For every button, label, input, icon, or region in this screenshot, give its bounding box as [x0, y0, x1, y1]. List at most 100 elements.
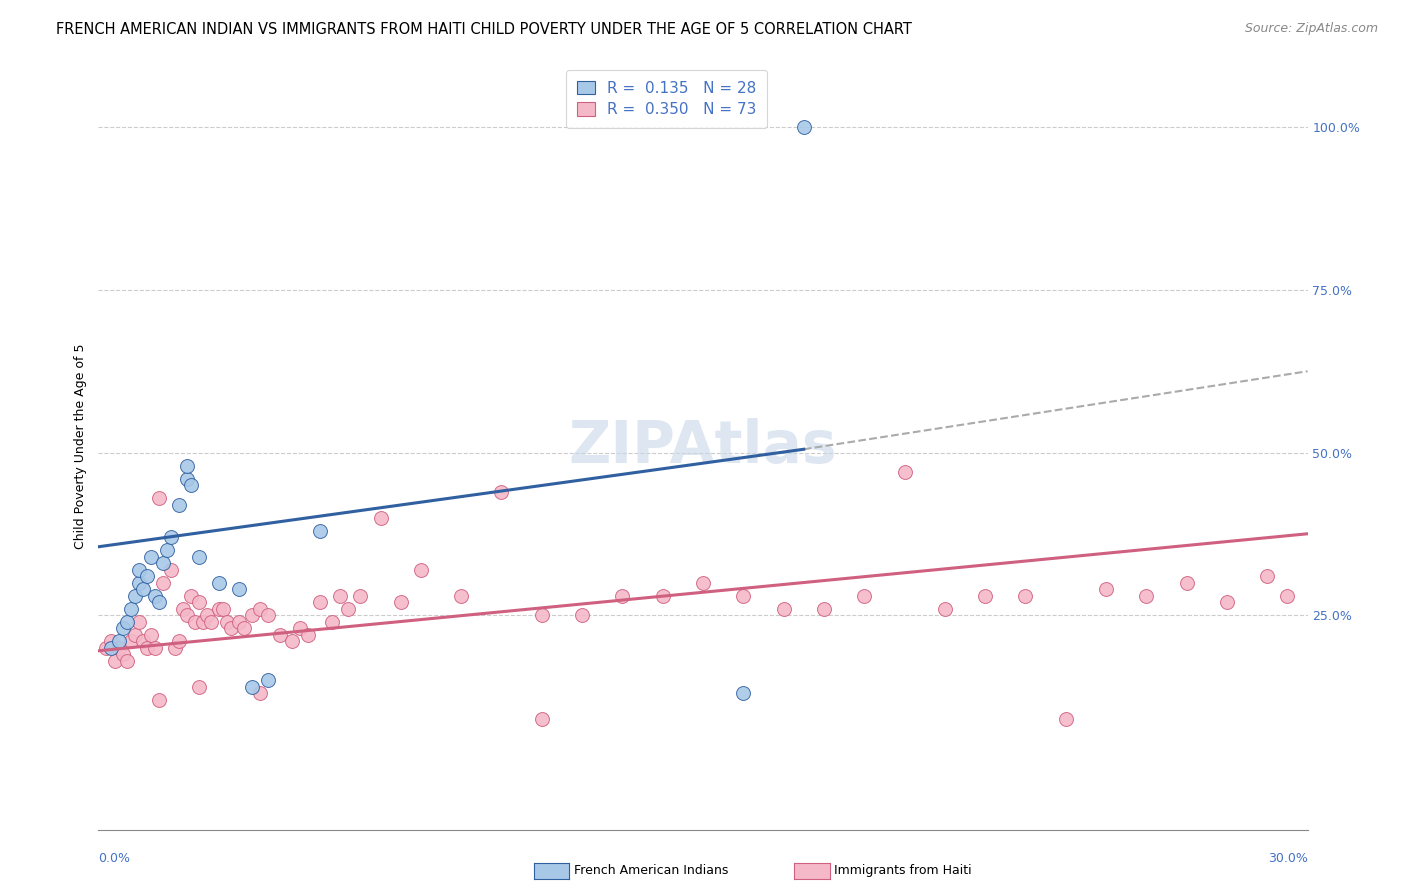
Point: [228, 615, 250, 629]
Point: [337, 601, 360, 615]
Point: [288, 621, 311, 635]
Point: [309, 524, 332, 538]
Point: [139, 549, 162, 564]
Point: [349, 589, 371, 603]
Point: [813, 601, 835, 615]
Text: Source: ZipAtlas.com: Source: ZipAtlas.com: [1244, 22, 1378, 36]
Point: [115, 615, 138, 629]
Point: [167, 634, 190, 648]
Point: [1135, 589, 1157, 603]
Point: [329, 589, 352, 603]
Text: ZIPAtlas: ZIPAtlas: [568, 417, 838, 475]
Point: [249, 601, 271, 615]
Point: [200, 615, 222, 629]
Point: [530, 712, 553, 726]
Point: [139, 627, 162, 641]
Point: [232, 621, 254, 635]
Point: [135, 569, 157, 583]
Point: [172, 601, 194, 615]
Point: [176, 471, 198, 485]
Point: [1054, 712, 1077, 726]
Point: [115, 654, 138, 668]
Point: [188, 549, 211, 564]
Point: [124, 627, 146, 641]
Point: [148, 692, 170, 706]
Point: [692, 575, 714, 590]
Point: [135, 640, 157, 655]
Point: [120, 601, 142, 615]
Point: [212, 601, 235, 615]
Point: [228, 582, 250, 596]
Point: [103, 654, 125, 668]
Point: [221, 621, 243, 635]
Point: [176, 607, 198, 622]
Text: FRENCH AMERICAN INDIAN VS IMMIGRANTS FROM HAITI CHILD POVERTY UNDER THE AGE OF 5: FRENCH AMERICAN INDIAN VS IMMIGRANTS FRO…: [56, 22, 912, 37]
Point: [612, 589, 634, 603]
Point: [111, 647, 134, 661]
Point: [180, 478, 202, 492]
Point: [193, 615, 215, 629]
Point: [450, 589, 472, 603]
Point: [1095, 582, 1118, 596]
Point: [1216, 595, 1239, 609]
Point: [249, 686, 271, 700]
Point: [491, 484, 513, 499]
Point: [733, 686, 755, 700]
Text: French American Indians: French American Indians: [574, 864, 728, 877]
Point: [176, 458, 198, 473]
Point: [163, 640, 186, 655]
Point: [188, 680, 211, 694]
Point: [309, 595, 332, 609]
Point: [530, 607, 553, 622]
Point: [100, 640, 122, 655]
Point: [156, 543, 179, 558]
Y-axis label: Child Poverty Under the Age of 5: Child Poverty Under the Age of 5: [75, 343, 87, 549]
Point: [124, 589, 146, 603]
Point: [111, 621, 134, 635]
Point: [167, 498, 190, 512]
Point: [188, 595, 211, 609]
Point: [1175, 575, 1198, 590]
Point: [772, 601, 794, 615]
Point: [132, 634, 155, 648]
Point: [893, 465, 915, 479]
Point: [651, 589, 673, 603]
Point: [195, 607, 218, 622]
Point: [96, 640, 118, 655]
Point: [256, 673, 278, 687]
Text: 30.0%: 30.0%: [1268, 853, 1308, 865]
Point: [160, 562, 183, 576]
Point: [370, 510, 392, 524]
Point: [128, 615, 150, 629]
Point: [281, 634, 304, 648]
Point: [934, 601, 956, 615]
Point: [793, 120, 815, 135]
Point: [208, 575, 231, 590]
Legend: R =  0.135   N = 28, R =  0.350   N = 73: R = 0.135 N = 28, R = 0.350 N = 73: [567, 70, 768, 128]
Point: [152, 556, 174, 570]
Point: [409, 562, 432, 576]
Point: [132, 582, 155, 596]
Point: [321, 615, 343, 629]
Point: [1277, 589, 1299, 603]
Point: [389, 595, 412, 609]
Point: [180, 589, 202, 603]
Point: [217, 615, 239, 629]
Point: [1014, 589, 1036, 603]
Point: [733, 589, 755, 603]
Point: [974, 589, 997, 603]
Text: Immigrants from Haiti: Immigrants from Haiti: [834, 864, 972, 877]
Point: [120, 634, 142, 648]
Point: [208, 601, 231, 615]
Point: [297, 627, 319, 641]
Point: [128, 575, 150, 590]
Text: 0.0%: 0.0%: [98, 853, 131, 865]
Point: [107, 634, 129, 648]
Point: [269, 627, 291, 641]
Point: [184, 615, 207, 629]
Point: [1256, 569, 1278, 583]
Point: [148, 491, 170, 505]
Point: [160, 530, 183, 544]
Point: [152, 575, 174, 590]
Point: [240, 607, 263, 622]
